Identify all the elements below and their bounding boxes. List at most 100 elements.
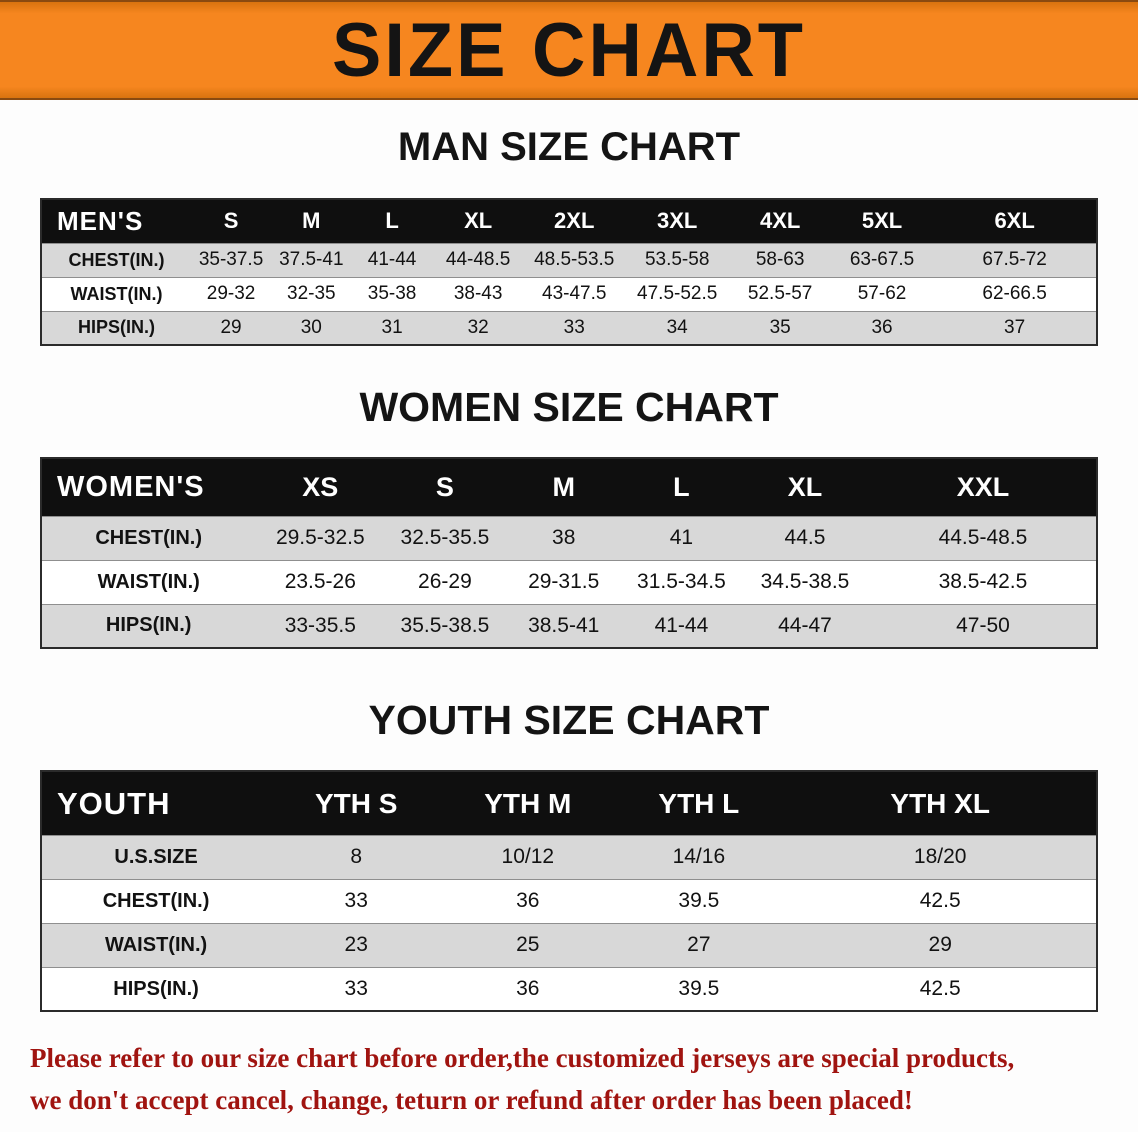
cell: 31 [381,316,403,338]
cell: 38.5-42.5 [938,570,1028,594]
cell: 35.5-38.5 [400,613,490,637]
cell: 33 [344,889,368,913]
cell: 31.5-34.5 [637,570,726,594]
table-row: HIPS(IN.) 33-35.5 35.5-38.5 38.5-41 41-4… [41,604,1097,649]
cell: 26-29 [418,570,472,594]
cell: 29.5-32.5 [275,526,365,550]
column-header: L [385,208,399,234]
men-corner-label: MEN'S [57,205,144,236]
cell: 35 [769,316,791,338]
youth-size-table: YOUTH YTH S YTH M YTH L YTH XL U.S.SIZE … [40,770,1098,1013]
cell: 44.5-48.5 [938,526,1028,550]
cell: 44-48.5 [445,249,511,270]
youth-header-row: YOUTH YTH S YTH M YTH L YTH XL [41,771,1097,836]
cell: 52.5-57 [747,283,813,304]
cell: 53.5-58 [644,249,710,270]
cell: 34.5-38.5 [760,570,850,594]
cell: 36 [516,977,540,1001]
cell: 47-50 [956,613,1010,637]
women-corner-label: WOMEN'S [57,470,205,503]
cell: 30 [300,316,322,338]
table-row: CHEST(IN.) 33 36 39.5 42.5 [41,879,1097,924]
cell: 36 [516,889,540,913]
column-header: XL [464,208,493,234]
column-header: L [673,471,690,502]
cell: 18/20 [913,845,967,869]
cell: 42.5 [919,977,961,1001]
row-label: CHEST(IN.) [102,889,210,912]
cell: 32.5-35.5 [400,526,490,550]
cell: 44.5 [784,526,826,550]
youth-size-section: YOUTH SIZE CHART YOUTH YTH S YTH M YTH L… [0,697,1138,1013]
row-label: HIPS(IN.) [113,977,199,1000]
cell: 29 [220,316,242,338]
column-header: 6XL [994,208,1035,234]
cell: 29-31.5 [528,570,600,594]
table-row: CHEST(IN.) 29.5-32.5 32.5-35.5 38 41 44.… [41,516,1097,561]
cell: 23.5-26 [284,570,356,594]
row-label: CHEST(IN.) [68,249,165,270]
cell: 62-66.5 [982,283,1047,304]
cell: 8 [350,845,363,869]
cell: 41-44 [367,249,417,270]
column-header: M [302,208,321,234]
table-row: U.S.SIZE 8 10/12 14/16 18/20 [41,835,1097,880]
cell: 32-35 [287,283,336,304]
column-header: M [552,471,575,502]
cell: 33 [344,977,368,1001]
column-header: S [435,471,454,502]
column-header: YTH S [314,787,398,819]
cell: 36 [871,316,893,338]
women-section-heading: WOMEN SIZE CHART [359,384,779,430]
row-label: CHEST(IN.) [95,526,203,549]
row-label: WAIST(IN.) [70,283,163,304]
cell: 48.5-53.5 [534,249,615,270]
column-header: S [223,208,239,234]
row-label: HIPS(IN.) [77,317,155,338]
men-section-heading: MAN SIZE CHART [397,125,741,169]
cell: 63-67.5 [849,249,915,270]
row-label: WAIST(IN.) [97,570,200,593]
cell: 35-37.5 [198,249,264,270]
cell: 38-43 [453,283,503,304]
cell: 29-32 [206,283,256,304]
cell: 10/12 [501,845,555,869]
row-label: U.S.SIZE [114,845,198,868]
youth-section-heading: YOUTH SIZE CHART [368,697,770,744]
women-size-table: WOMEN'S XS S M L XL XXL CHEST(IN.) 29.5-… [40,457,1098,650]
cell: 34 [666,316,688,338]
women-header-row: WOMEN'S XS S M L XL XXL [41,458,1097,517]
cell: 37 [1004,316,1026,338]
cell: 41-44 [654,613,709,637]
row-label: WAIST(IN.) [104,933,208,956]
column-header: 3XL [657,208,698,234]
cell: 58-63 [755,249,805,270]
table-row: HIPS(IN.) 29 30 31 32 33 34 35 36 37 [41,311,1097,345]
cell: 39.5 [678,977,720,1001]
column-header: 5XL [861,208,903,234]
cell: 41 [669,526,694,550]
footer-line-2: we don't accept cancel, change, teturn o… [30,1085,913,1116]
cell: 43-47.5 [542,283,607,304]
cell: 42.5 [919,889,961,913]
cell: 33 [563,316,585,338]
footer-note: Please refer to our size chart before or… [0,1038,1138,1122]
cell: 57-62 [857,283,907,304]
footer-line-1: Please refer to our size chart before or… [30,1043,1015,1074]
table-row: HIPS(IN.) 33 36 39.5 42.5 [41,967,1097,1012]
table-row: WAIST(IN.) 29-32 32-35 35-38 38-43 43-47… [41,277,1097,311]
table-row: WAIST(IN.) 23.5-26 26-29 29-31.5 31.5-34… [41,560,1097,605]
cell: 29 [928,933,952,957]
cell: 38.5-41 [528,613,600,637]
cell: 32 [467,316,489,338]
cell: 67.5-72 [982,249,1047,270]
row-label: HIPS(IN.) [105,614,192,637]
youth-corner-label: YOUTH [57,785,171,821]
column-header: YTH M [484,787,572,819]
column-header: XL [787,471,823,502]
column-header: XS [302,471,339,502]
cell: 44-47 [778,613,832,637]
cell: 23 [344,933,368,957]
men-header-row: MEN'S S M L XL 2XL 3XL 4XL 5XL 6XL [41,199,1097,243]
banner: SIZE CHART [0,0,1138,100]
